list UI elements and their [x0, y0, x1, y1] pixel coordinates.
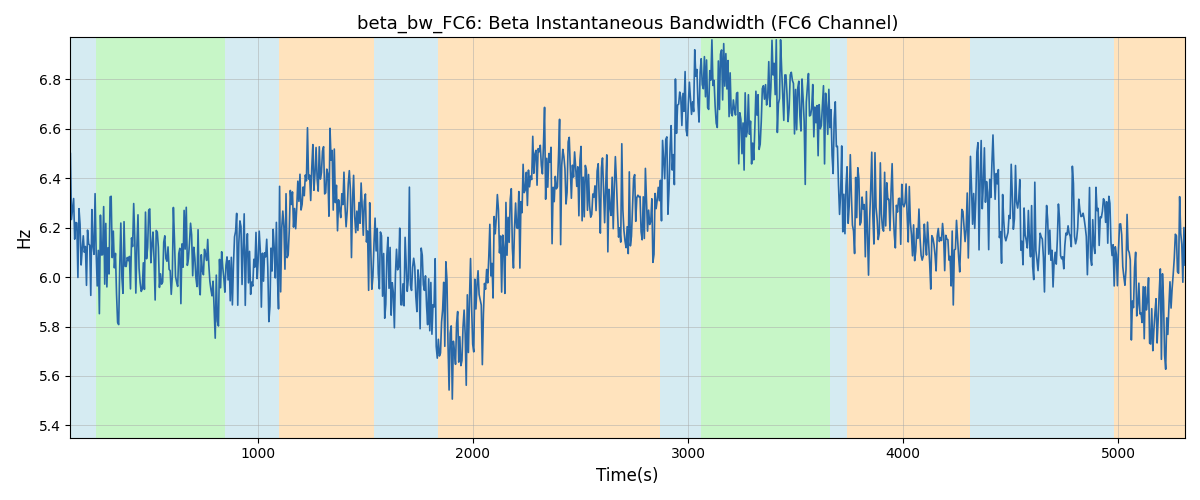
Bar — [970, 38, 1114, 438]
X-axis label: Time(s): Time(s) — [596, 467, 659, 485]
Bar — [830, 38, 847, 438]
Bar — [71, 38, 96, 438]
Bar — [1114, 38, 1186, 438]
Y-axis label: Hz: Hz — [14, 227, 32, 248]
Bar — [96, 38, 226, 438]
Bar — [280, 38, 373, 438]
Bar — [438, 38, 660, 438]
Bar — [373, 38, 438, 438]
Bar — [679, 38, 701, 438]
Bar — [660, 38, 679, 438]
Bar — [701, 38, 830, 438]
Bar — [226, 38, 280, 438]
Bar — [847, 38, 970, 438]
Title: beta_bw_FC6: Beta Instantaneous Bandwidth (FC6 Channel): beta_bw_FC6: Beta Instantaneous Bandwidt… — [356, 15, 899, 34]
